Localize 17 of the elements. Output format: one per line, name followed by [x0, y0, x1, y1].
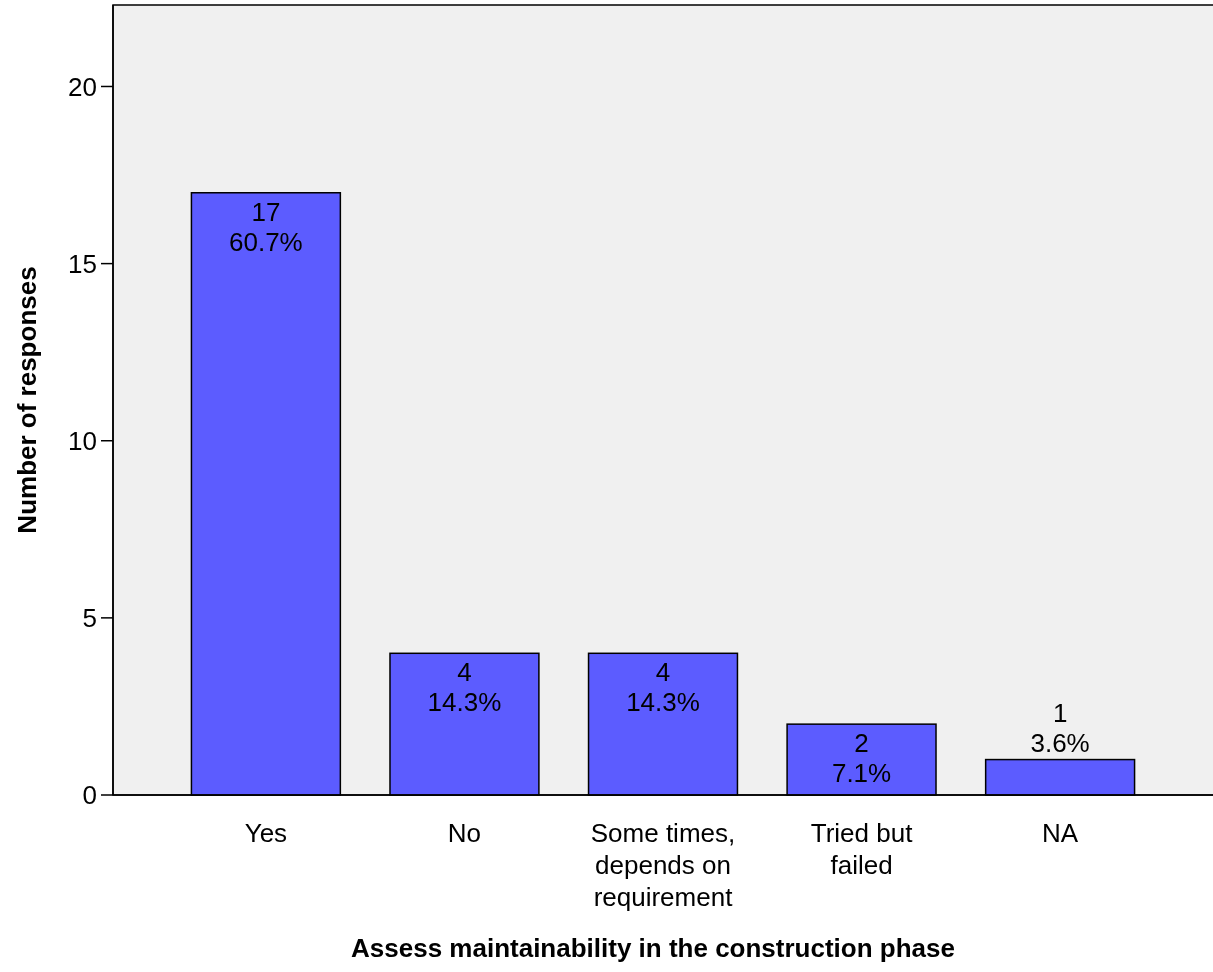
data-label: 2 7.1% — [831, 728, 892, 789]
y-tick-label: 10 — [68, 425, 97, 456]
y-tick-label: 0 — [82, 780, 97, 811]
data-label: 4 14.3% — [427, 657, 502, 718]
x-tick-label: No — [447, 818, 482, 848]
y-tick-label: 5 — [82, 602, 97, 633]
x-tick-label: Yes — [244, 818, 288, 848]
x-tick-label: Some times, depends on requirement — [590, 818, 736, 912]
x-tick-label: NA — [1042, 818, 1079, 848]
y-axis-title: Number of responses — [12, 266, 42, 534]
y-tick-label: 20 — [68, 71, 97, 102]
y-tick-label: 15 — [68, 248, 97, 279]
x-tick-label: Tried but failed — [810, 818, 914, 880]
data-label: 4 14.3% — [626, 657, 700, 718]
data-label: 17 60.7% — [229, 196, 303, 257]
data-label: 1 3.6% — [1030, 697, 1090, 758]
x-axis-title: Assess maintainability in the construction phase — [351, 933, 955, 963]
